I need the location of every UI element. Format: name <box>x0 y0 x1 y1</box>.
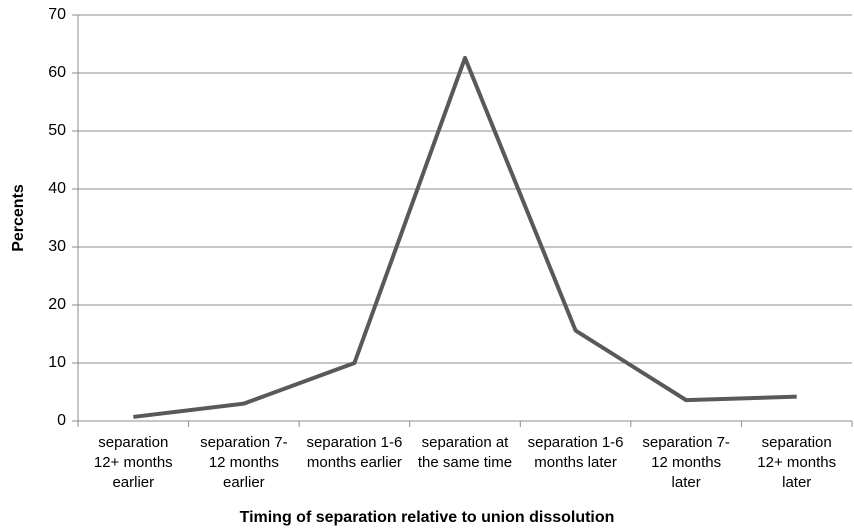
x-tick-label: separation 7-12 months earlier <box>200 434 288 491</box>
y-tick-label: 0 <box>57 412 66 429</box>
x-tick-label: separation 1-6 months earlier <box>306 434 403 471</box>
data-line <box>133 55 797 419</box>
x-axis-title: Timing of separation relative to union d… <box>240 509 615 526</box>
y-tick-label: 50 <box>48 122 66 139</box>
x-tick-label: separation 12+ months later <box>757 434 837 491</box>
y-tick-label: 30 <box>48 238 66 255</box>
x-tick-label: separation 12+ months earlier <box>93 434 173 491</box>
y-axis-title: Percents <box>10 184 27 252</box>
y-tick-label: 60 <box>48 64 66 81</box>
y-tick-label: 20 <box>48 296 66 313</box>
y-tick-label: 10 <box>48 354 66 371</box>
x-tick-label: separation 1-6 months later <box>527 434 624 471</box>
y-tick-label: 40 <box>48 180 66 197</box>
x-tick-label: separation at the same time <box>417 434 513 471</box>
y-tick-label: 70 <box>48 6 66 23</box>
x-tick-label: separation 7-12 months later <box>642 434 730 491</box>
